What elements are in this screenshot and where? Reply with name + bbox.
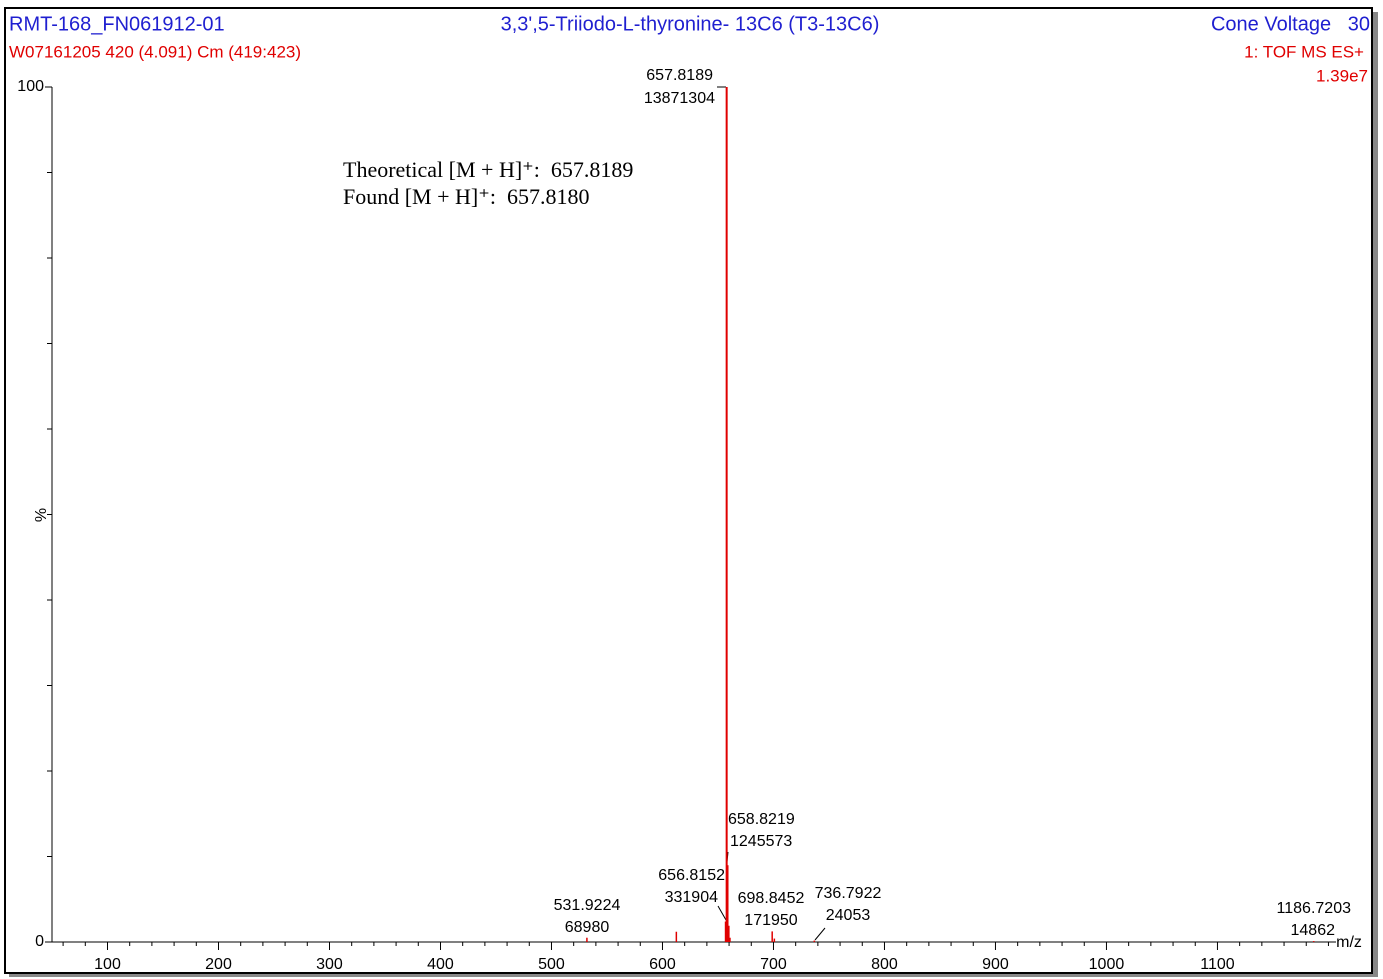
peak-mz-label: 658.8219 [728, 811, 795, 828]
peak-mz-label: 698.8452 [738, 890, 805, 907]
x-tick-label: 800 [871, 956, 898, 973]
peak-mz-label: 657.8189 [646, 67, 713, 84]
x-tick-label: 400 [427, 956, 454, 973]
peak-mz-label: 531.9224 [554, 897, 621, 914]
peak-intensity-label: 68980 [565, 919, 610, 936]
x-axis-label: m/z [1336, 934, 1362, 951]
x-tick-label: 100 [94, 956, 121, 973]
chart-title: 3,3',5-Triiodo-L-thyronine- 13C6 (T3-13C… [501, 13, 880, 35]
annotation: Found [M + H]⁺: 657.8180 [343, 184, 589, 209]
y-axis-label: % [33, 508, 50, 522]
leader [814, 927, 826, 941]
x-tick-label: 1000 [1089, 956, 1125, 973]
y-tick-label: 0 [35, 933, 44, 950]
leader [717, 905, 727, 921]
peak-intensity-label: 13871304 [644, 90, 715, 107]
cone-voltage: Cone Voltage 30 [1211, 13, 1370, 35]
peak-mz-label: 1186.7203 [1277, 900, 1352, 917]
frame [4, 7, 1373, 974]
peak-intensity-label: 331904 [665, 889, 718, 906]
peak-mz-label: 736.7922 [815, 885, 882, 902]
peak-intensity-label: 171950 [744, 912, 797, 929]
x-tick-label: 500 [538, 956, 565, 973]
x-tick-label: 700 [760, 956, 787, 973]
annotation: Theoretical [M + H]⁺: 657.8189 [343, 157, 633, 182]
x-tick-label: 900 [982, 956, 1009, 973]
scan-info: W07161205 420 (4.091) Cm (419:423) [9, 42, 301, 61]
base-intensity: 1.39e7 [1316, 66, 1368, 85]
peak-intensity-label: 14862 [1291, 922, 1336, 939]
peak-intensity-label: 24053 [826, 907, 871, 924]
x-tick-label: 600 [649, 956, 676, 973]
y-tick-label: 100 [17, 78, 44, 95]
x-tick-label: 300 [316, 956, 343, 973]
peak-intensity-label: 1245573 [730, 833, 792, 850]
ms-mode: 1: TOF MS ES+ [1244, 42, 1364, 61]
x-tick-label: 200 [205, 956, 232, 973]
x-tick-label: 1100 [1200, 956, 1235, 973]
sample-name: RMT-168_FN061912-01 [9, 13, 225, 35]
peak-mz-label: 656.8152 [658, 867, 725, 884]
